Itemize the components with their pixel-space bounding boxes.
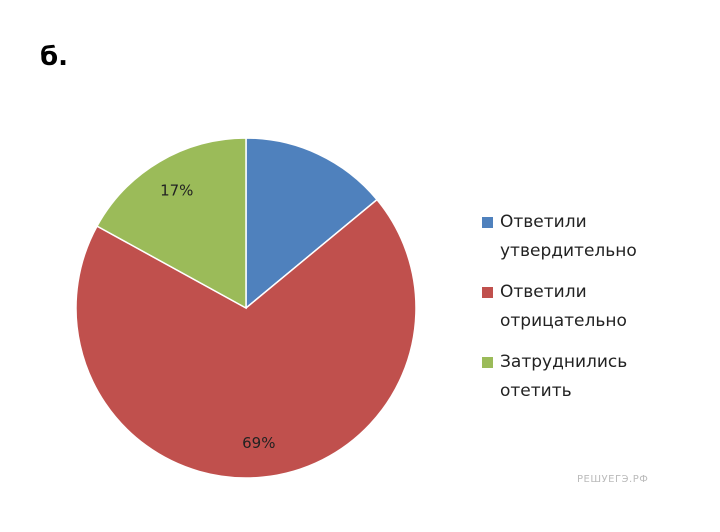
watermark: РЕШУЕГЭ.РФ — [577, 474, 649, 485]
legend-label: Ответили утвердительно — [500, 212, 637, 261]
legend-swatch — [482, 287, 493, 298]
heading: б. — [40, 42, 69, 72]
legend-label: Затруднились отетить — [500, 352, 628, 401]
pie-slice — [96, 137, 247, 310]
legend-label: Ответили отрицательно — [500, 282, 627, 331]
value-label: 17% — [160, 181, 193, 199]
pie-slice — [75, 198, 417, 479]
legend-item: Ответили отрицательно — [482, 278, 670, 336]
legend-item: Ответили утвердительно — [482, 208, 670, 266]
legend-item: Затруднились отетить — [482, 348, 670, 406]
legend-swatch — [482, 217, 493, 228]
legend-swatch — [482, 357, 493, 368]
pie-slice — [245, 137, 379, 310]
value-label: 69% — [242, 434, 275, 452]
